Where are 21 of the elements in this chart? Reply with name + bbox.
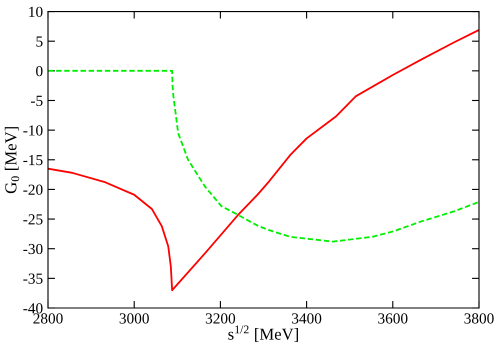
y-tick-label: 10 [29,6,43,17]
x-tick-label: 3600 [378,313,408,324]
x-tick-label: 3800 [464,313,494,324]
x-axis-title: s$^{1/2}$ [MeV] [228,326,298,342]
y-axis-title: G$_{0}$ [MeV] [4,127,20,194]
y-tick-label: -20 [23,184,43,195]
y-tick-label: -25 [23,214,43,225]
x-tick-label: 2800 [33,313,63,324]
y-tick-label: -40 [23,303,43,314]
y-tick-label: 5 [36,36,43,47]
y-tick-label: -35 [23,274,43,284]
y-tick-label: 0 [36,66,43,76]
x-tick-label: 3200 [206,313,236,324]
y-tick-label: -30 [23,244,43,254]
y-tick-label: -15 [23,154,43,166]
y-tick-label: -10 [23,125,43,136]
line-series [48,29,479,292]
y-tick-label: -5 [30,96,43,106]
line-series [48,70,479,242]
x-tick-label: 3400 [292,313,322,324]
x-tick-label: 3000 [120,313,149,324]
